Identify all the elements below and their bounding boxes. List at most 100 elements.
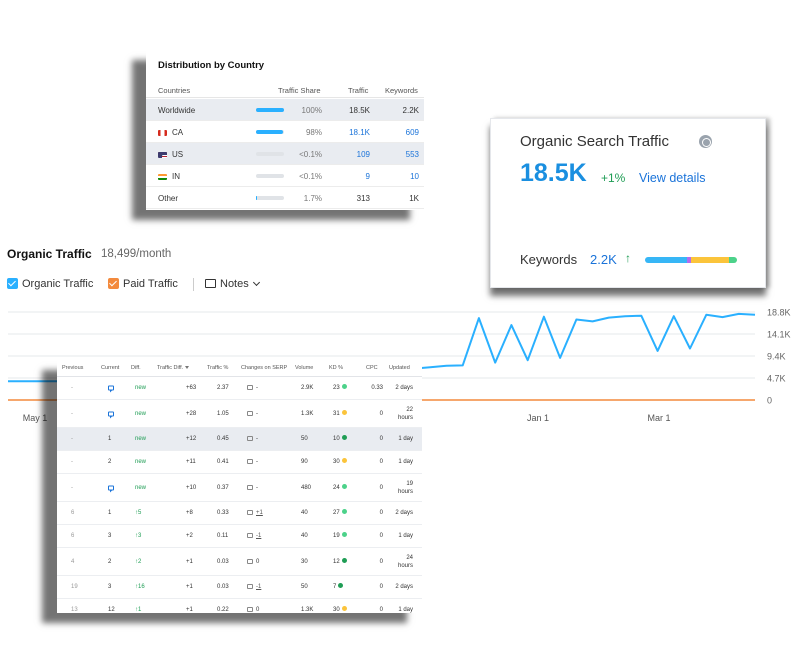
organic-search-value: 18.5K	[520, 159, 587, 187]
serp-change-value[interactable]: -1	[256, 533, 262, 539]
previous-position: -	[71, 436, 73, 442]
serp-feature-icon[interactable]	[108, 411, 114, 418]
search-volume: 2.9K	[301, 385, 314, 391]
kd-value: 30	[333, 607, 340, 613]
country-label: IN	[172, 172, 180, 181]
serp-changes-cell[interactable]: -1	[247, 532, 261, 540]
country-row[interactable]: US <0.1% 109 553	[146, 143, 424, 165]
serp-snapshot-icon[interactable]	[247, 385, 253, 390]
country-row[interactable]: IN <0.1% 9 10	[146, 165, 424, 187]
search-volume: 40	[301, 533, 308, 539]
column-header[interactable]: CPC	[366, 364, 378, 372]
serp-changes-cell[interactable]: -	[247, 410, 258, 418]
cpc: 0	[379, 459, 383, 465]
keywords-value[interactable]: 10	[410, 172, 419, 181]
table-row[interactable]: 6 1 ↑5 +8 0.33 +1 40 27 0 2 days	[57, 502, 422, 525]
column-header-label: Traffic %	[207, 365, 229, 371]
country-row[interactable]: CA 98% 18.1K 609	[146, 121, 424, 143]
keyword-difficulty: 24	[333, 483, 347, 492]
column-header[interactable]: Diff.	[131, 364, 141, 372]
table-row[interactable]: - new +63 2.37 - 2.9K 23 0.33 2 days	[57, 377, 422, 400]
serp-change-value: -	[256, 385, 258, 391]
traffic-percent: 0.03	[217, 584, 229, 590]
serp-snapshot-icon[interactable]	[247, 484, 253, 490]
keywords-value[interactable]: 2.2K	[590, 252, 617, 267]
legend-paid-traffic[interactable]: Paid Traffic	[108, 278, 178, 290]
column-header[interactable]: Current	[101, 364, 119, 372]
column-header[interactable]: Updated	[389, 364, 410, 372]
traffic-value[interactable]: 18.1K	[349, 128, 370, 137]
legend-paid-label: Paid Traffic	[123, 278, 178, 290]
keywords-label: Keywords	[520, 252, 578, 267]
column-header[interactable]: Traffic %	[207, 364, 228, 372]
table-row[interactable]: 19 3 ↑16 +1 0.03 -1 50 7 0 2 days	[57, 576, 422, 599]
serp-snapshot-icon[interactable]	[247, 558, 253, 564]
current-position: 1	[108, 436, 112, 442]
kd-dot-icon	[341, 532, 347, 537]
table-row[interactable]: - 1 new +12 0.45 - 50 10 0 1 day	[57, 428, 422, 451]
table-row[interactable]: - new +28 1.05 - 1.3K 31 0 22 hours	[57, 400, 422, 428]
position-diff: new	[135, 385, 147, 391]
serp-change-value[interactable]: 0	[256, 607, 260, 613]
keywords-value[interactable]: 609	[405, 128, 419, 137]
keywords-value[interactable]: 553	[405, 150, 419, 159]
serp-snapshot-icon[interactable]	[247, 607, 253, 612]
traffic-value[interactable]: 109	[356, 150, 370, 159]
column-header[interactable]: Changes on SERP	[241, 364, 287, 372]
serp-change-value: -	[256, 459, 258, 465]
serp-changes-cell[interactable]: -	[247, 384, 258, 392]
serp-feature-icon[interactable]	[108, 485, 114, 492]
serp-snapshot-icon[interactable]	[247, 510, 253, 515]
serp-changes-cell[interactable]: -	[247, 435, 258, 443]
traffic-percent: 0.33	[217, 510, 229, 516]
sort-icon[interactable]	[185, 366, 190, 369]
serp-snapshot-icon[interactable]	[247, 436, 253, 441]
serp-change-value[interactable]: 0	[256, 558, 260, 565]
header-traffic-share[interactable]: Traffic Share	[278, 86, 321, 95]
serp-changes-cell[interactable]: -	[247, 458, 258, 466]
country-name: Worldwide	[158, 106, 195, 115]
serp-snapshot-icon[interactable]	[247, 410, 253, 416]
country-row[interactable]: Worldwide 100% 18.5K 2.2K	[146, 99, 424, 121]
serp-changes-cell[interactable]: +1	[247, 509, 263, 517]
serp-changes-cell[interactable]: 0	[247, 558, 259, 566]
checkbox-checked-icon[interactable]	[7, 278, 18, 289]
y-tick-label: 4.7K	[767, 374, 786, 384]
table-row[interactable]: 6 3 ↑3 +2 0.11 -1 40 19 0 1 day	[57, 525, 422, 548]
legend-organic-traffic[interactable]: Organic Traffic	[7, 278, 93, 290]
serp-change-value[interactable]: +1	[256, 510, 263, 516]
serp-change-value[interactable]: -1	[256, 584, 262, 590]
table-row[interactable]: 13 12 ↑1 +1 0.22 0 1.3K 30 0 1 day	[57, 599, 422, 613]
current-position: 2	[108, 558, 112, 565]
header-keywords[interactable]: Keywords	[385, 86, 418, 95]
table-row[interactable]: - new +10 0.37 - 480 24 0 19 hours	[57, 474, 422, 502]
serp-changes-cell[interactable]: 0	[247, 606, 259, 613]
column-header[interactable]: Traffic Diff.	[157, 364, 190, 372]
keyword-difficulty: 19	[333, 532, 347, 540]
serp-snapshot-icon[interactable]	[247, 584, 253, 589]
table-row[interactable]: - 2 new +11 0.41 - 90 30 0 1 day	[57, 451, 422, 474]
view-details-link[interactable]: View details	[639, 171, 706, 185]
column-header[interactable]: Volume	[295, 364, 313, 372]
notes-dropdown[interactable]: Notes	[205, 278, 260, 290]
column-header[interactable]: Previous	[62, 364, 83, 372]
header-traffic[interactable]: Traffic	[348, 86, 369, 95]
serp-feature-icon[interactable]	[108, 385, 114, 393]
header-countries[interactable]: Countries	[158, 86, 191, 95]
cpc: 0	[379, 436, 383, 442]
traffic-share-bar	[256, 152, 284, 156]
traffic-diff: +1	[186, 607, 193, 613]
serp-changes-cell[interactable]: -	[247, 484, 258, 492]
serp-changes-cell[interactable]: -1	[247, 583, 261, 591]
last-updated: 22 hours	[397, 406, 413, 421]
globe-icon[interactable]	[699, 135, 712, 148]
column-header[interactable]: KD %	[329, 364, 343, 372]
table-row[interactable]: 4 2 ↑2 +1 0.03 0 30 12 0 24 hours	[57, 548, 422, 576]
legend-divider	[193, 278, 194, 291]
traffic-value[interactable]: 9	[365, 172, 370, 181]
country-row[interactable]: Other 1.7% 313 1K	[146, 187, 424, 209]
serp-snapshot-icon[interactable]	[247, 533, 253, 538]
traffic-diff: +1	[186, 584, 193, 590]
checkbox-checked-icon[interactable]	[108, 278, 119, 289]
serp-snapshot-icon[interactable]	[247, 459, 253, 464]
